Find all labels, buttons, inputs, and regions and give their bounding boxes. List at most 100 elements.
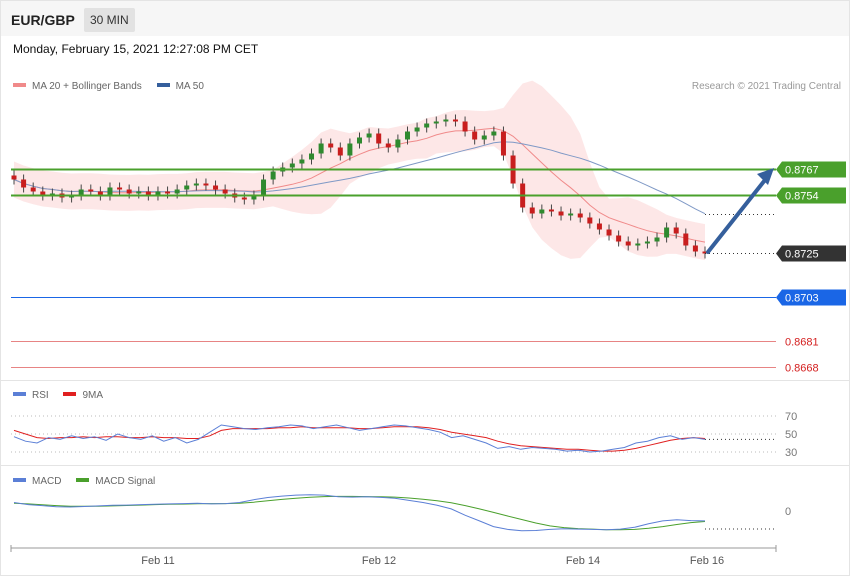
candle-body: [165, 191, 171, 194]
rsi-line: [13, 424, 706, 453]
candle-body: [117, 187, 123, 190]
candle-body: [88, 189, 94, 192]
candle-body: [596, 223, 602, 230]
candle-body: [414, 127, 420, 132]
candle-body: [644, 241, 650, 244]
candle-body: [251, 195, 257, 200]
macd-legend-swatch: [13, 478, 26, 483]
candle-body: [568, 213, 574, 216]
candle-body: [385, 143, 391, 148]
candle-body: [692, 245, 698, 252]
macd-legend-label: MACD: [32, 476, 62, 487]
macd-signal-line: [13, 495, 706, 531]
level-label: 0.8703: [785, 293, 819, 305]
level-tag-bg: [776, 187, 846, 204]
level-label: 0.8681: [785, 337, 819, 349]
ma20-legend-label: MA 20 + Bollinger Bands: [32, 81, 142, 92]
chart-datetime: Monday, February 15, 2021 12:27:08 PM CE…: [13, 42, 259, 56]
forecast-arrow-head: [757, 168, 774, 185]
candle-body: [193, 183, 199, 186]
x-tick-label: Feb 11: [141, 555, 174, 567]
candle-body: [702, 251, 708, 254]
candle-body: [481, 135, 487, 140]
level-tag-resistance: 0.8767: [776, 161, 846, 178]
candle-body: [577, 213, 583, 218]
candle-body: [404, 131, 410, 140]
candle-body: [337, 147, 343, 156]
candle-body: [443, 119, 449, 122]
rsi-legend-label: RSI: [32, 390, 49, 401]
candle-body: [21, 179, 27, 188]
chart-header: EUR/GBP 30 MIN: [1, 1, 849, 36]
candle-body: [97, 191, 103, 196]
candle-body: [357, 137, 362, 144]
x-tick-label: Feb 12: [362, 555, 396, 567]
candle-body: [136, 191, 142, 194]
candle-body: [126, 189, 132, 194]
rsi-ma-legend-swatch: [63, 392, 77, 397]
candle-body: [673, 227, 679, 234]
ma50-legend-label: MA 50: [175, 81, 204, 92]
candle-body: [174, 189, 180, 194]
instrument-title: EUR/GBP: [11, 12, 75, 28]
candle-body: [155, 191, 161, 196]
level-tag-support: 0.8668: [785, 363, 819, 375]
rsi-level-label: 70: [785, 411, 797, 423]
level-tag-last: 0.8725: [776, 245, 846, 262]
candle-body: [664, 227, 670, 238]
candle-body: [299, 159, 305, 164]
candle-body: [78, 189, 84, 196]
candle-body: [616, 235, 622, 242]
rsi-level-label: 30: [785, 447, 797, 459]
candle-body: [376, 133, 382, 144]
candle-body: [40, 191, 46, 196]
candle-body: [558, 211, 564, 216]
x-tick-label: Feb 14: [566, 555, 600, 567]
macd-line: [13, 494, 706, 532]
candle-body: [241, 197, 247, 200]
candle-body: [145, 191, 151, 196]
candle-body: [222, 189, 228, 194]
candle-body: [289, 163, 295, 168]
level-tag-bg: [776, 289, 846, 306]
candle-body: [270, 171, 276, 180]
ma50-legend-swatch: [156, 83, 170, 88]
macd-zero-label: 0: [785, 506, 791, 518]
macd-signal-legend-swatch: [76, 478, 90, 483]
x-tick-label: Feb 16: [690, 555, 724, 567]
timeframe-badge[interactable]: 30 MIN: [84, 8, 135, 32]
macd-signal-legend-label: MACD Signal: [95, 476, 156, 487]
level-label: 0.8668: [785, 363, 819, 375]
macd-panel-separator: [1, 465, 849, 466]
candle-body: [606, 229, 612, 236]
candle-body: [107, 187, 113, 196]
candle-body: [539, 209, 545, 214]
main-legend: MA 20 + Bollinger Bands MA 50: [13, 81, 216, 92]
candle-body: [261, 179, 267, 196]
candle-body: [548, 209, 554, 212]
candle-body: [184, 185, 190, 190]
candle-body: [309, 153, 315, 160]
candle-body: [625, 241, 631, 246]
candle-body: [395, 139, 401, 148]
candle-body: [587, 217, 593, 224]
rsi-legend: RSI 9MA: [13, 390, 115, 401]
candle-body: [424, 123, 430, 128]
candle-body: [433, 121, 439, 124]
candle-body: [654, 237, 660, 242]
level-label: 0.8725: [785, 249, 819, 261]
candle-body: [328, 143, 334, 148]
level-tag-bg: [776, 245, 846, 262]
forecast-arrow-shaft: [706, 178, 767, 254]
candle-body: [491, 131, 497, 136]
level-label: 0.8767: [785, 165, 819, 177]
level-tag-support: 0.8681: [785, 337, 819, 349]
candle-body: [635, 243, 641, 246]
candle-body: [500, 131, 506, 156]
rsi-legend-swatch: [13, 392, 26, 397]
level-label: 0.8754: [785, 191, 819, 203]
candle-body: [213, 185, 219, 190]
candle-body: [462, 121, 468, 132]
ma20-legend-swatch: [13, 83, 26, 88]
